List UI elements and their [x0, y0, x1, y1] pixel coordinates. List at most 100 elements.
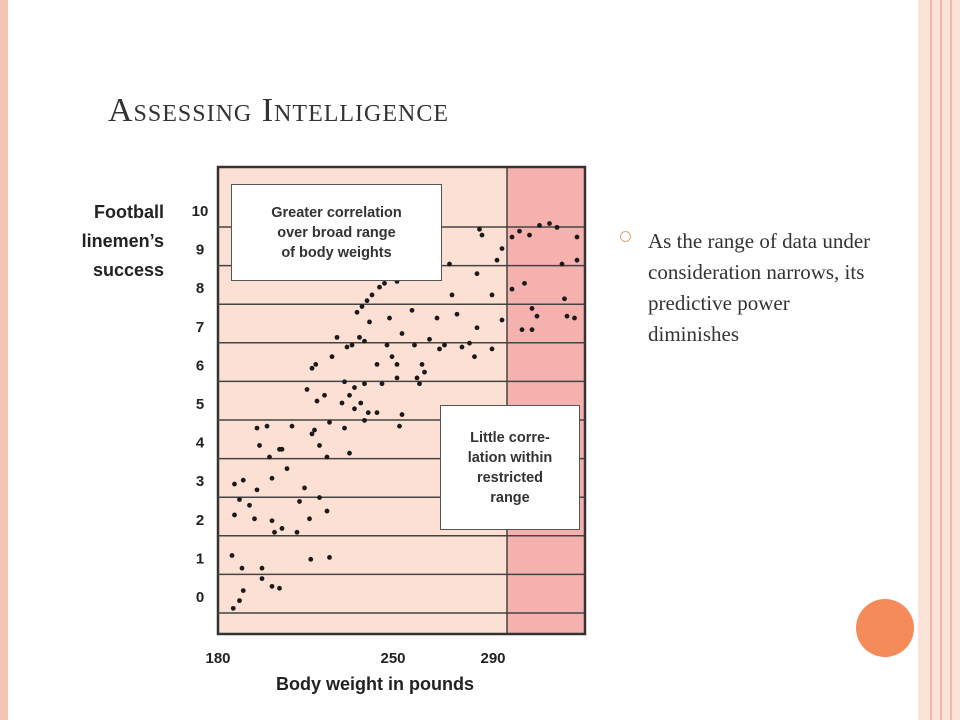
data-point [267, 454, 272, 460]
bullet-circle-icon [620, 231, 631, 242]
data-point [230, 605, 236, 611]
data-point [342, 425, 347, 431]
data-point [389, 354, 395, 360]
data-point [509, 234, 515, 240]
data-point [272, 529, 277, 535]
data-point [474, 325, 480, 331]
data-point [564, 313, 570, 319]
data-point [317, 495, 322, 500]
data-point [344, 344, 350, 350]
y-tick-label: 5 [196, 396, 204, 413]
x-tick-label: 290 [480, 650, 505, 667]
data-point [294, 529, 300, 535]
data-point [399, 412, 405, 417]
data-point [327, 555, 332, 560]
y-axis-title: Football linemen’s success [81, 202, 164, 280]
data-point [379, 381, 385, 387]
data-point [479, 232, 485, 238]
right-decorative-frame [918, 0, 960, 720]
data-point [384, 342, 390, 348]
data-point [509, 286, 515, 292]
data-point [517, 228, 522, 234]
data-point [467, 340, 472, 346]
data-point [347, 450, 352, 456]
frame-line [930, 0, 932, 720]
data-point [529, 306, 535, 311]
data-point [472, 354, 477, 360]
data-point [437, 346, 442, 352]
data-point [264, 423, 270, 429]
decorative-circle [856, 599, 914, 657]
data-point [308, 556, 314, 562]
y-tick-label: 6 [196, 357, 204, 374]
slide-title: Assessing Intelligence [108, 92, 450, 129]
data-point [394, 375, 400, 381]
bullet-point: As the range of data under consideration… [620, 226, 880, 350]
data-point [427, 336, 432, 342]
data-point [259, 576, 265, 582]
x-axis-title: Body weight in pounds [276, 674, 474, 694]
data-point [314, 398, 320, 404]
data-point [349, 342, 355, 348]
data-point [322, 392, 327, 398]
data-point [387, 315, 392, 321]
data-point [352, 385, 357, 390]
data-point [374, 362, 380, 367]
data-point [409, 307, 415, 313]
x-tick-label: 250 [380, 650, 405, 667]
data-point [289, 423, 295, 429]
data-point [419, 362, 425, 367]
data-point [447, 261, 452, 267]
data-point [369, 292, 375, 298]
data-point [394, 362, 400, 367]
data-point [327, 419, 332, 425]
data-point [529, 327, 535, 333]
y-tick-label: 4 [196, 435, 205, 452]
data-point [562, 296, 567, 302]
data-point [324, 508, 330, 514]
data-point [362, 338, 367, 344]
data-point [347, 392, 352, 398]
data-point [489, 346, 495, 352]
data-point [339, 400, 345, 406]
data-point [279, 446, 285, 452]
y-tick-label: 7 [196, 319, 204, 336]
data-point [442, 342, 447, 348]
data-point [499, 317, 505, 323]
data-point [247, 502, 252, 508]
data-point [474, 271, 480, 277]
data-point [352, 406, 357, 412]
data-point [362, 417, 367, 423]
data-point [269, 583, 275, 589]
data-point [313, 362, 319, 367]
data-point [499, 246, 505, 252]
data-point [354, 309, 360, 315]
data-point [334, 334, 340, 340]
data-point [317, 443, 322, 448]
bullet-text: As the range of data under consideration… [648, 229, 871, 346]
data-point [237, 598, 242, 604]
data-point [477, 226, 482, 232]
data-point [240, 477, 246, 483]
data-point [377, 284, 382, 290]
data-point [357, 334, 362, 340]
data-point [324, 454, 330, 460]
data-point [254, 425, 260, 431]
data-point [374, 410, 380, 416]
data-point [399, 331, 405, 336]
data-point [257, 443, 262, 448]
data-point [304, 387, 310, 392]
data-point [554, 224, 560, 230]
data-point [307, 516, 312, 522]
data-point [277, 585, 282, 591]
y-tick-label: 1 [196, 550, 204, 567]
data-point [559, 261, 565, 267]
data-point [412, 342, 417, 348]
data-point [232, 512, 237, 518]
data-point [527, 232, 532, 238]
data-point [329, 354, 335, 360]
data-point [269, 518, 275, 524]
y-tick-label: 10 [192, 203, 209, 220]
data-point [309, 365, 315, 371]
left-edge-rule [0, 0, 8, 720]
